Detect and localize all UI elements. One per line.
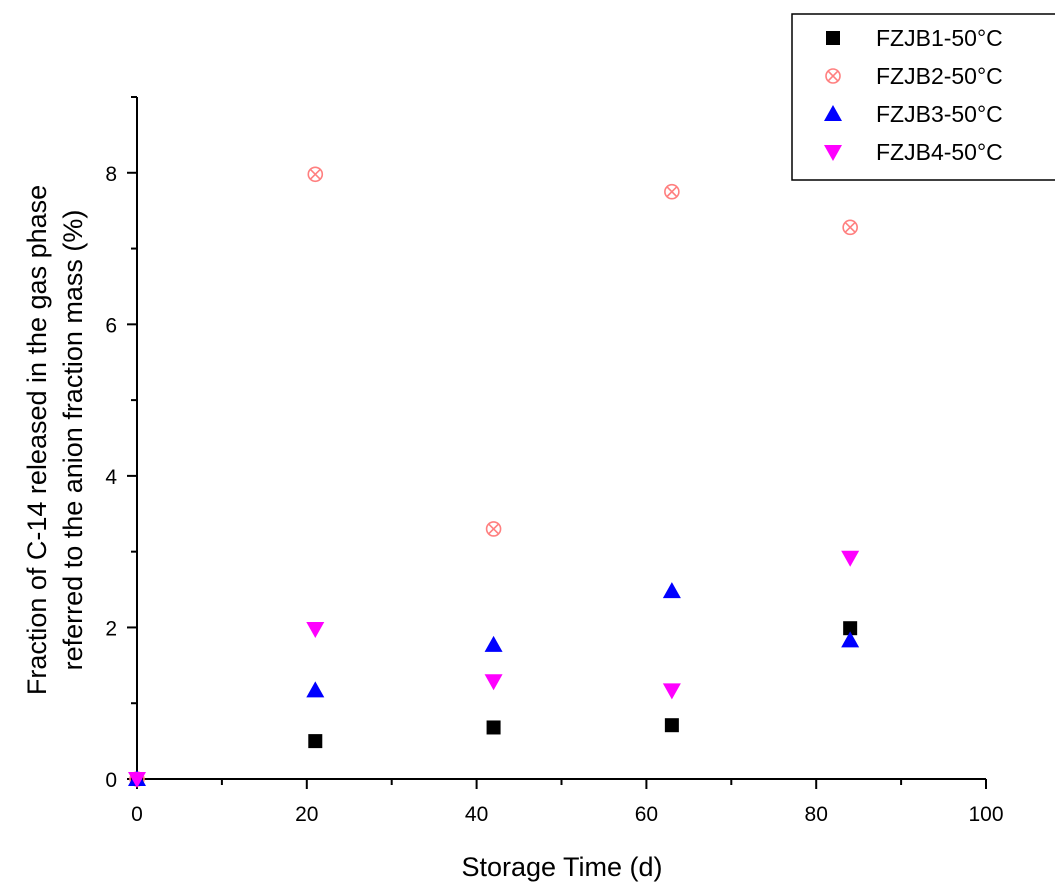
x-tick-label: 100: [968, 803, 1003, 826]
data-point: [486, 720, 501, 735]
y-axis-title-line-1: Fraction of C-14 released in the gas pha…: [22, 185, 52, 695]
legend: FZJB1-50°C FZJB2-50°C FZJB3-50°C FZJB4-50°C: [791, 13, 1055, 181]
data-point: [662, 582, 681, 599]
y-tick-label: 6: [105, 314, 117, 337]
legend-label: FZJB3-50°C: [876, 101, 1003, 127]
data-point: [485, 521, 502, 537]
x-tick-label: 40: [465, 803, 488, 826]
legend-marker: [825, 68, 841, 84]
data-point: [662, 683, 681, 700]
data-points: [128, 166, 860, 788]
legend-label: FZJB4-50°C: [876, 139, 1003, 165]
legend-marker: [824, 145, 842, 161]
y-tick-label: 8: [105, 163, 117, 186]
data-point: [841, 550, 860, 567]
legend-marker: [826, 31, 840, 45]
data-point: [664, 183, 680, 200]
x-tick-label: 80: [805, 803, 828, 826]
y-axis-title-line-2: referred to the anion fraction mass (%): [58, 210, 88, 671]
x-axis-title: Storage Time (d): [461, 852, 662, 882]
data-point: [664, 718, 679, 733]
data-point: [307, 166, 324, 183]
data-point: [484, 635, 503, 652]
y-tick-label: 2: [105, 617, 117, 640]
data-point: [306, 621, 325, 638]
legend-marker: [824, 105, 842, 121]
data-point: [128, 772, 146, 788]
data-point: [841, 631, 860, 648]
axes: 0 20 40 60 80 100 0 2 4 6 8: [105, 96, 1004, 826]
data-point: [842, 219, 858, 236]
data-point: [484, 674, 503, 691]
y-tick-label: 4: [105, 466, 117, 489]
legend-label: FZJB1-50°C: [876, 25, 1003, 51]
data-point: [308, 734, 323, 749]
legend-label: FZJB2-50°C: [876, 63, 1003, 89]
y-tick-label: 0: [105, 769, 117, 792]
x-tick-label: 0: [131, 803, 143, 826]
x-tick-label: 60: [635, 803, 658, 826]
x-tick-label: 20: [295, 803, 318, 826]
data-point: [843, 621, 858, 636]
data-point: [306, 681, 325, 698]
